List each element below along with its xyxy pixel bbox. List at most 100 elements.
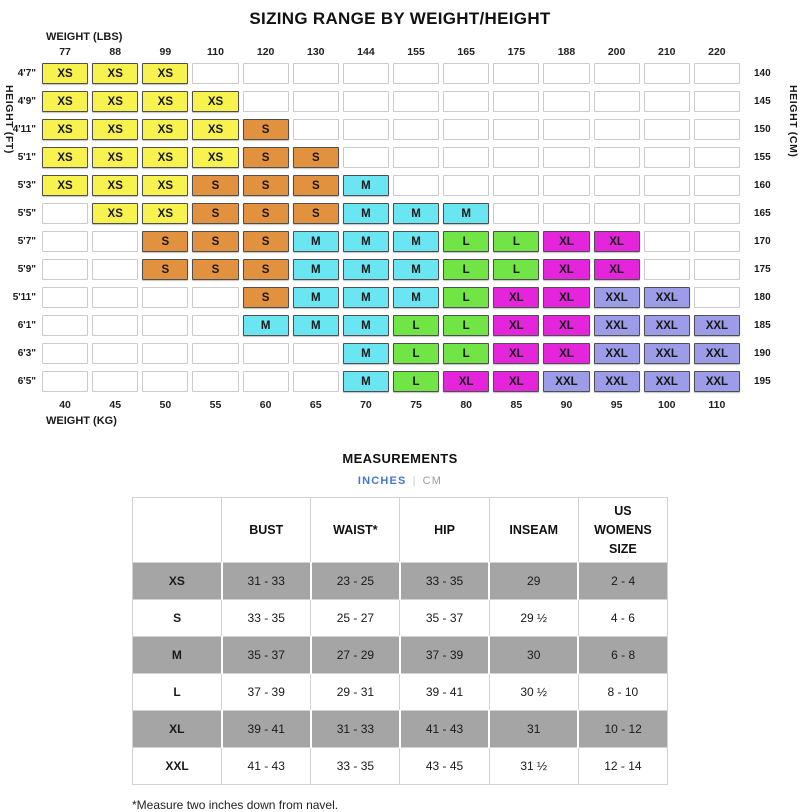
size-cell-empty bbox=[242, 371, 289, 392]
size-cell-xs: XS bbox=[142, 203, 189, 224]
size-cell-empty bbox=[693, 203, 740, 224]
measurements-table: BUST WAIST* HIP INSEAM US WOMENS SIZE XS 31 -… bbox=[131, 496, 669, 786]
size-cell-empty bbox=[543, 63, 590, 84]
size-cell-xl: XL bbox=[493, 343, 540, 364]
size-cell-empty bbox=[342, 91, 389, 112]
size-label-cell: XXL bbox=[131, 747, 223, 786]
size-cell-empty bbox=[643, 203, 690, 224]
size-cell-xl: XL bbox=[543, 343, 590, 364]
unit-option-inches[interactable]: INCHES bbox=[357, 475, 407, 487]
measurement-cell: 25 - 27 bbox=[310, 599, 401, 638]
weight-kg-tick: 100 bbox=[657, 399, 676, 411]
size-cell-l: L bbox=[443, 231, 490, 252]
size-cell-xl: XL bbox=[443, 371, 490, 392]
size-cell-s: S bbox=[192, 231, 239, 252]
height-ft-tick: 6'3" bbox=[17, 348, 36, 359]
weight-kg-tick: 80 bbox=[460, 399, 473, 411]
measurement-cell: 31 ½ bbox=[488, 747, 579, 786]
size-cell-empty bbox=[92, 315, 139, 336]
size-grid-row: 6'1" M M M L L XL XL XXL XXL XXL 185 bbox=[10, 315, 784, 336]
size-cell-l: L bbox=[443, 287, 490, 308]
size-cell-empty bbox=[543, 203, 590, 224]
height-ft-tick: 4'9" bbox=[17, 96, 36, 107]
height-ft-tick: 5'7" bbox=[17, 236, 36, 247]
size-grid-row: 4'7" XS XS XS 140 bbox=[10, 63, 784, 84]
size-cell-s: S bbox=[242, 231, 289, 252]
size-cell-s: S bbox=[192, 203, 239, 224]
size-cell-xs: XS bbox=[42, 63, 89, 84]
size-cell-empty bbox=[42, 259, 89, 280]
size-label-cell: M bbox=[131, 636, 223, 675]
size-cell-empty bbox=[693, 175, 740, 196]
weight-lbs-tick: 220 bbox=[708, 46, 726, 58]
size-label-cell: XL bbox=[131, 710, 223, 749]
measurements-row-xxl: XXL 41 - 43 33 - 35 43 - 45 31 ½ 12 - 14 bbox=[131, 747, 669, 786]
measurements-body: XS 31 - 33 23 - 25 33 - 35 29 2 - 4 S 33 - 35 25… bbox=[131, 562, 669, 786]
size-cell-xs: XS bbox=[192, 91, 239, 112]
size-cell-xl: XL bbox=[493, 315, 540, 336]
column-header-us-womens-size: US WOMENS SIZE bbox=[577, 496, 669, 564]
size-cell-xxl: XXL bbox=[693, 315, 740, 336]
weight-kg-tick: 50 bbox=[159, 399, 172, 411]
size-cell-empty bbox=[643, 147, 690, 168]
weight-kg-axis-label: WEIGHT (KG) bbox=[46, 415, 117, 427]
size-cell-empty bbox=[693, 147, 740, 168]
size-cell-xs: XS bbox=[192, 119, 239, 140]
size-cell-l: L bbox=[392, 343, 440, 364]
size-cell-empty bbox=[392, 119, 440, 140]
size-cell-l: L bbox=[493, 259, 540, 280]
size-cell-s: S bbox=[242, 175, 289, 196]
column-header-inseam: INSEAM bbox=[488, 496, 579, 564]
size-cell-m: M bbox=[392, 259, 440, 280]
size-cell-empty bbox=[292, 91, 339, 112]
measurement-cell: 30 bbox=[488, 636, 580, 675]
measurements-row-xs: XS 31 - 33 23 - 25 33 - 35 29 2 - 4 bbox=[131, 562, 669, 601]
page-title: SIZING RANGE BY WEIGHT/HEIGHT bbox=[249, 9, 551, 28]
weight-kg-ticks: 40 45 50 55 60 65 70 75 80 85 90 95 100 110 bbox=[10, 399, 784, 411]
size-cell-empty bbox=[292, 343, 339, 364]
unit-option-cm[interactable]: CM bbox=[422, 475, 443, 487]
size-cell-empty bbox=[242, 91, 289, 112]
size-grid-row: 5'1" XS XS XS XS S S 155 bbox=[10, 147, 784, 168]
weight-kg-tick: 60 bbox=[259, 399, 272, 411]
size-cell-m: M bbox=[342, 287, 389, 308]
size-cell-empty bbox=[342, 119, 389, 140]
height-cm-tick: 170 bbox=[753, 236, 771, 247]
size-grid-row: 5'5" XS XS S S S M M M 165 bbox=[10, 203, 784, 224]
weight-lbs-tick: 144 bbox=[357, 46, 375, 58]
size-cell-l: L bbox=[392, 371, 440, 392]
size-cell-empty bbox=[693, 259, 740, 280]
weight-kg-tick: 55 bbox=[209, 399, 222, 411]
weight-kg-tick: 65 bbox=[309, 399, 322, 411]
size-cell-l: L bbox=[443, 343, 490, 364]
measurement-cell: 29 bbox=[488, 562, 580, 601]
size-cell-empty bbox=[292, 371, 339, 392]
size-cell-empty bbox=[493, 91, 540, 112]
size-cell-xl: XL bbox=[593, 259, 640, 280]
size-cell-s: S bbox=[242, 203, 289, 224]
size-cell-empty bbox=[593, 63, 640, 84]
size-grid-row: 6'3" M L L XL XL XXL XXL XXL 190 bbox=[10, 343, 784, 364]
size-cell-xxl: XXL bbox=[643, 343, 690, 364]
footnote-row: *Measure two inches down from navel. bbox=[132, 798, 668, 812]
height-ft-tick: 4'11" bbox=[12, 124, 36, 135]
measurement-cell: 31 bbox=[488, 710, 580, 749]
height-cm-tick: 155 bbox=[753, 152, 771, 163]
height-ft-tick: 5'11" bbox=[12, 292, 36, 303]
size-cell-empty bbox=[92, 231, 139, 252]
height-cm-tick: 195 bbox=[753, 376, 771, 387]
size-cell-empty bbox=[142, 343, 189, 364]
weight-lbs-ticks: 77 88 99 110 120 130 144 155 165 175 188 200 210 220 bbox=[10, 46, 784, 58]
size-cell-empty bbox=[443, 63, 490, 84]
size-cell-xl: XL bbox=[493, 287, 540, 308]
column-header-bust: BUST bbox=[221, 496, 312, 564]
size-cell-xxl: XXL bbox=[693, 371, 740, 392]
measurement-cell: 39 - 41 bbox=[399, 673, 490, 712]
size-cell-xxl: XXL bbox=[593, 371, 640, 392]
height-ft-tick: 6'5" bbox=[17, 376, 36, 387]
size-cell-empty bbox=[443, 175, 490, 196]
measurement-cell: 35 - 37 bbox=[220, 636, 312, 675]
size-cell-empty bbox=[192, 315, 239, 336]
size-cell-m: M bbox=[342, 315, 389, 336]
size-cell-empty bbox=[342, 63, 389, 84]
